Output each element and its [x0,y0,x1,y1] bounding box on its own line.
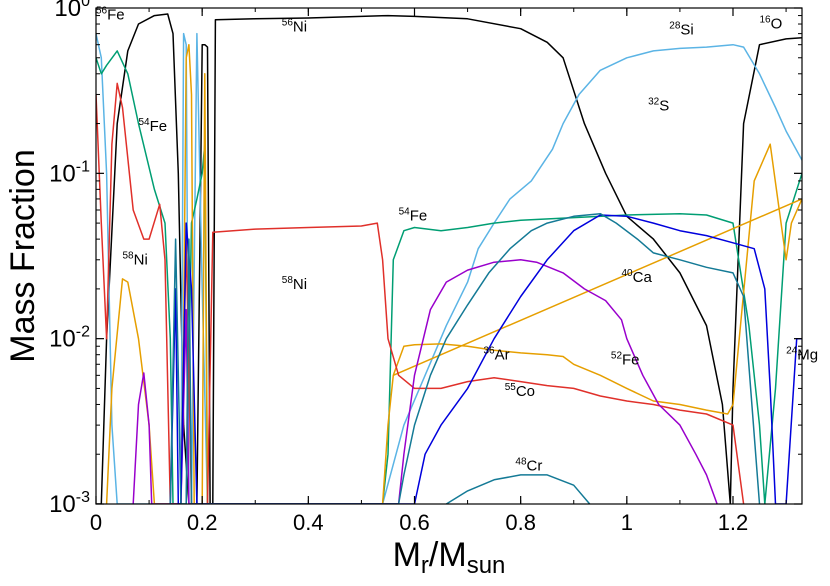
isotope-mass-number: 16 [760,15,772,26]
isotope-label-1: 54Fe [139,117,168,135]
isotope-label-12: 32S [648,97,669,115]
series-line-6 [169,214,802,504]
isotope-mass-number: 24 [786,345,798,356]
isotope-label-2: 58Ni [123,251,148,269]
isotope-label-9: 52Fe [611,350,640,368]
isotope-mass-number: 56 [282,18,294,29]
y-tick-label-0: 100 [54,0,90,22]
y-tick-label-3: 10-3 [49,489,90,518]
isotope-element: O [771,16,783,33]
x-tick-label-6: 1.2 [718,510,749,535]
isotope-element: Fe [622,351,640,368]
isotope-mass-number: 56 [96,6,108,17]
annotation-layer: 56Fe54Fe58Ni56Ni58Ni54Fe40Ca36Ar55Co52Fe… [96,6,818,475]
isotope-mass-number: 36 [484,345,496,356]
series-line-1 [96,32,802,504]
isotope-element: Ni [293,19,307,36]
isotope-mass-number: 54 [399,206,411,217]
isotope-mass-number: 48 [515,456,527,467]
y-tick-exponent: -1 [76,158,90,175]
y-tick-base: 10 [54,0,81,22]
series-line-2 [96,50,802,504]
isotope-mass-number: 52 [611,350,623,361]
isotope-label-6: 40Ca [622,268,653,286]
isotope-label-3: 56Ni [282,18,307,36]
isotope-label-10: 48Cr [515,456,542,474]
series-line-0 [96,13,802,504]
isotope-label-8: 55Co [505,382,535,400]
series-line-4 [96,82,745,504]
isotope-label-0: 56Fe [96,6,125,24]
y-tick-exponent: -2 [76,324,90,341]
x-tick-label-4: 0.8 [505,510,536,535]
isotope-element: Fe [150,118,168,135]
y-tick-label-2: 10-2 [49,324,90,353]
y-axis-label: Mass Fraction [4,149,42,363]
x-tick-label-1: 0.2 [187,510,218,535]
y-tick-base: 10 [49,491,76,518]
isotope-mass-number: 32 [648,97,660,108]
isotope-element: Cr [527,457,543,474]
y-tick-exponent: 0 [81,0,90,10]
x-tick-label-5: 1 [621,510,633,535]
x-axis-label-sub1: r [421,552,429,579]
isotope-element: Ni [293,276,307,293]
isotope-element: Si [680,22,693,39]
isotope-element: Fe [107,7,125,24]
x-tick-label-3: 0.6 [399,510,430,535]
x-tick-label-2: 0.4 [293,510,324,535]
isotope-mass-number: 58 [123,251,135,262]
x-axis-label-mid: /M [429,536,467,574]
isotope-element: S [659,98,669,115]
isotope-element: Ni [134,252,148,269]
isotope-element: Co [516,383,535,400]
isotope-element: Ar [495,346,510,363]
isotope-mass-number: 58 [282,275,294,286]
y-tick-label-1: 10-1 [49,158,90,187]
y-tick-exponent: -3 [76,489,90,506]
isotope-element: Fe [410,207,428,224]
x-axis-label-sub2: sun [467,552,506,579]
x-axis-label-base: M [393,536,421,574]
series-line-5 [132,259,718,504]
isotope-label-11: 28Si [669,21,693,39]
series-line-8 [445,474,591,504]
isotope-mass-number: 54 [139,117,151,128]
y-tick-base: 10 [49,160,76,187]
isotope-mass-number: 55 [505,382,517,393]
y-tick-base: 10 [49,326,76,353]
x-tick-label-0: 0 [90,510,102,535]
plot-frame [95,7,803,505]
series-line-3 [105,43,802,504]
isotope-mass-number: 28 [669,21,681,32]
isotope-mass-number: 40 [622,268,634,279]
isotope-label-7: 36Ar [484,345,510,363]
isotope-label-5: 54Fe [399,206,428,224]
series-layer [96,13,802,504]
x-axis-label: Mr/Msun [393,536,506,579]
isotope-label-4: 58Ni [282,275,307,293]
series-line-7 [169,212,761,504]
isotope-label-13: 16O [760,15,783,33]
isotope-element: Ca [633,269,653,286]
